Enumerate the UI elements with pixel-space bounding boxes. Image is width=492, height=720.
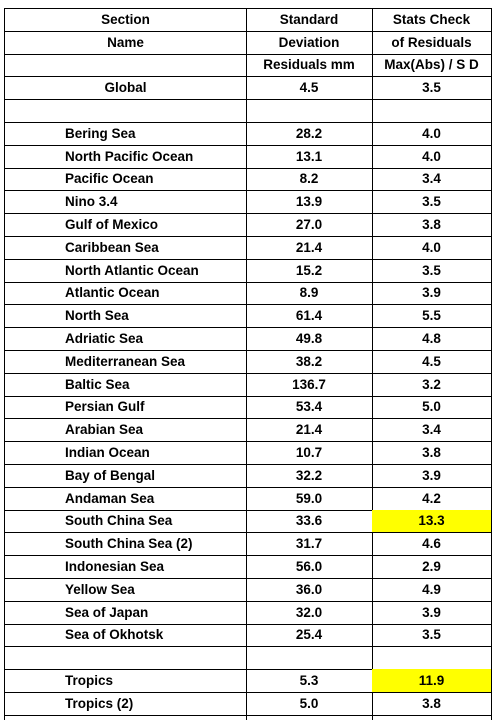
header-cell: Standard — [246, 8, 373, 32]
std-deviation: 13.9 — [246, 190, 373, 215]
section-name: Global — [4, 76, 247, 101]
stats-check: 4.0 — [372, 122, 492, 146]
std-deviation: 33.6 — [246, 509, 373, 534]
std-deviation: 32.2 — [246, 464, 373, 488]
std-deviation: 31.7 — [246, 532, 373, 557]
std-deviation: 15.2 — [246, 258, 373, 283]
std-deviation: 8.2 — [246, 167, 373, 192]
std-deviation: 28.2 — [246, 122, 373, 146]
blank-cell — [246, 646, 373, 671]
stats-check: 2.9 — [372, 555, 492, 579]
blank-cell — [372, 646, 492, 671]
section-name: Persian Gulf — [4, 395, 247, 420]
std-deviation: 32.0 — [246, 600, 373, 625]
std-deviation: 36.0 — [246, 578, 373, 602]
header-cell: Deviation — [246, 30, 373, 55]
header-cell: Max(Abs) / S D — [372, 53, 492, 78]
stats-check: 3.5 — [372, 623, 492, 648]
header-cell: Stats Check — [372, 8, 492, 32]
std-deviation: 53.4 — [246, 395, 373, 420]
std-deviation: 5.3 — [246, 669, 373, 693]
std-deviation: 10.7 — [246, 441, 373, 465]
std-deviation: 56.0 — [246, 555, 373, 579]
section-name: South China Sea — [4, 509, 247, 534]
std-deviation: 13.1 — [246, 144, 373, 169]
stats-check: 4.6 — [372, 532, 492, 557]
section-name: Indonesian Sea — [4, 555, 247, 579]
header-cell: Name — [4, 30, 247, 55]
std-deviation: 4.5 — [246, 76, 373, 101]
stats-check: 3.4 — [372, 418, 492, 443]
stats-check: 3.9 — [372, 281, 492, 306]
section-name: Andaman Sea — [4, 486, 247, 511]
stats-check: 4.2 — [372, 486, 492, 511]
stats-check: 5.5 — [372, 304, 492, 329]
section-name: Sea of Okhotsk — [4, 623, 247, 648]
std-deviation: 21.4 — [246, 418, 373, 443]
section-name: Baltic Sea — [4, 372, 247, 397]
stats-check: 4.0 — [372, 144, 492, 169]
section-name: Atlantic Ocean — [4, 281, 247, 306]
std-deviation: 59.0 — [246, 486, 373, 511]
std-deviation: 61.4 — [246, 304, 373, 329]
stats-check: 4.9 — [372, 578, 492, 602]
std-deviation: 8.9 — [246, 281, 373, 306]
std-deviation: 49.8 — [246, 327, 373, 351]
stats-check: 3.8 — [372, 213, 492, 237]
section-name: Southern Ocean — [4, 714, 247, 720]
section-name: Arabian Sea — [4, 418, 247, 443]
section-name: Indian Ocean — [4, 441, 247, 465]
section-name: Nino 3.4 — [4, 190, 247, 215]
section-name: Bering Sea — [4, 122, 247, 146]
stats-check: 3.9 — [372, 600, 492, 625]
stats-check: 3.2 — [372, 372, 492, 397]
stats-check: 3.9 — [372, 464, 492, 488]
std-deviation: 21.4 — [246, 236, 373, 260]
section-name: Tropics (2) — [4, 692, 247, 716]
stats-check: 3.5 — [372, 190, 492, 215]
stats-check: 4.8 — [372, 327, 492, 351]
std-deviation: 38.2 — [246, 350, 373, 374]
blank-cell — [4, 646, 247, 671]
header-cell — [4, 53, 247, 78]
header-cell: of Residuals — [372, 30, 492, 55]
stats-check: 11.9 — [372, 669, 492, 693]
section-name: Bay of Bengal — [4, 464, 247, 488]
section-name: North Sea — [4, 304, 247, 329]
stats-check: 3.5 — [372, 76, 492, 101]
section-name: Tropics — [4, 669, 247, 693]
stats-check: 3.5 — [372, 258, 492, 283]
std-deviation: 5.0 — [246, 692, 373, 716]
section-name: Pacific Ocean — [4, 167, 247, 192]
stats-check: 5.0 — [372, 395, 492, 420]
stats-check: 3.8 — [372, 441, 492, 465]
section-name: North Pacific Ocean — [4, 144, 247, 169]
stats-check: 13.3 — [372, 509, 492, 534]
std-deviation: 136.7 — [246, 372, 373, 397]
stats-check: 3.8 — [372, 692, 492, 716]
header-cell: Residuals mm — [246, 53, 373, 78]
section-name: Mediterranean Sea — [4, 350, 247, 374]
stats-check: 4.0 — [372, 236, 492, 260]
std-deviation: 25.4 — [246, 623, 373, 648]
stats-check: 3.7 — [372, 714, 492, 720]
stats-check: 3.4 — [372, 167, 492, 192]
std-deviation: 27.0 — [246, 213, 373, 237]
stats-check: 4.5 — [372, 350, 492, 374]
section-name: Caribbean Sea — [4, 236, 247, 260]
section-name: Gulf of Mexico — [4, 213, 247, 237]
blank-cell — [372, 99, 492, 123]
section-name: Sea of Japan — [4, 600, 247, 625]
section-name: South China Sea (2) — [4, 532, 247, 557]
blank-cell — [246, 99, 373, 123]
section-name: North Atlantic Ocean — [4, 258, 247, 283]
header-cell: Section — [4, 8, 247, 32]
blank-cell — [4, 99, 247, 123]
std-deviation: 6.4 — [246, 714, 373, 720]
section-name: Yellow Sea — [4, 578, 247, 602]
section-name: Adriatic Sea — [4, 327, 247, 351]
